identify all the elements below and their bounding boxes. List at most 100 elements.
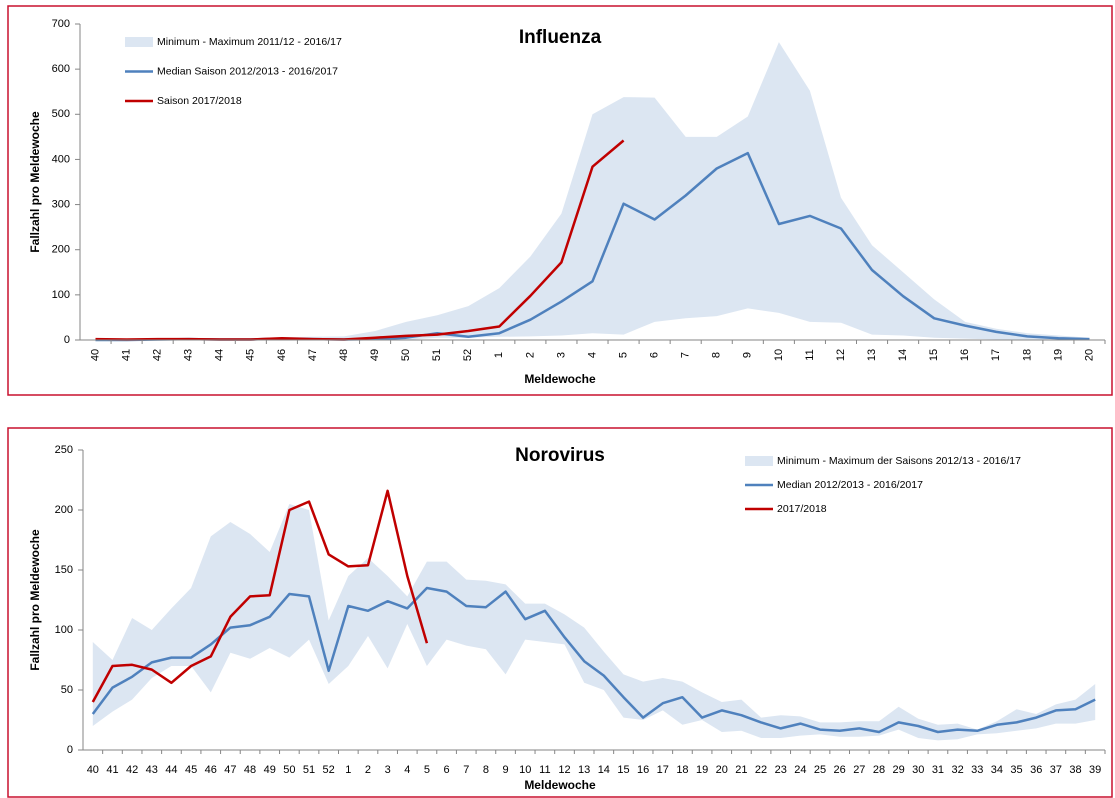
x-tick-label: 28 xyxy=(873,764,885,776)
x-tick-label: 51 xyxy=(431,349,443,361)
x-tick-label: 29 xyxy=(893,764,905,776)
x-tick-label: 46 xyxy=(276,349,288,361)
y-tick-label: 200 xyxy=(55,504,73,516)
x-tick-label: 3 xyxy=(555,352,567,358)
x-tick-label: 40 xyxy=(89,349,101,361)
x-tick-label: 14 xyxy=(897,349,909,361)
x-tick-label: 44 xyxy=(165,764,177,776)
x-tick-label: 13 xyxy=(866,349,878,361)
x-tick-label: 46 xyxy=(205,764,217,776)
legend-label: Saison 2017/2018 xyxy=(157,95,242,107)
series-line xyxy=(95,139,625,341)
x-tick-label: 2 xyxy=(365,764,371,776)
x-tick-label: 1 xyxy=(493,352,505,358)
x-tick-label: 10 xyxy=(773,349,785,361)
x-tick-label: 17 xyxy=(990,349,1002,361)
legend-label: Minimum - Maximum der Saisons 2012/13 - … xyxy=(777,455,1021,467)
x-tick-label: 15 xyxy=(617,764,629,776)
x-tick-label: 38 xyxy=(1069,764,1081,776)
x-tick-label: 6 xyxy=(444,764,450,776)
x-tick-label: 9 xyxy=(742,352,754,358)
x-tick-label: 34 xyxy=(991,764,1003,776)
y-tick-label: 150 xyxy=(55,564,73,576)
x-tick-label: 16 xyxy=(637,764,649,776)
x-tick-label: 8 xyxy=(711,352,723,358)
x-tick-label: 39 xyxy=(1089,764,1101,776)
x-tick-label: 32 xyxy=(951,764,963,776)
y-tick-label: 100 xyxy=(52,289,70,301)
x-tick-label: 19 xyxy=(1052,349,1064,361)
y-axis-label: Fallzahl pro Meldewoche xyxy=(28,529,42,671)
x-tick-label: 14 xyxy=(598,764,610,776)
x-tick-label: 31 xyxy=(932,764,944,776)
x-tick-label: 49 xyxy=(264,764,276,776)
x-tick-label: 42 xyxy=(152,349,164,361)
series-line xyxy=(91,489,429,703)
y-tick-label: 100 xyxy=(55,624,73,636)
x-tick-label: 41 xyxy=(120,349,132,361)
x-tick-label: 52 xyxy=(462,349,474,361)
x-tick-label: 44 xyxy=(214,349,226,361)
legend-label: Median 2012/2013 - 2016/2017 xyxy=(777,479,923,491)
x-tick-label: 20 xyxy=(1083,349,1095,361)
chart-title: Influenza xyxy=(519,27,602,48)
x-tick-label: 21 xyxy=(735,764,747,776)
x-tick-label: 50 xyxy=(400,349,412,361)
x-tick-label: 49 xyxy=(369,349,381,361)
x-tick-label: 16 xyxy=(959,349,971,361)
x-tick-label: 45 xyxy=(185,764,197,776)
x-tick-label: 7 xyxy=(680,352,692,358)
x-tick-label: 42 xyxy=(126,764,138,776)
y-tick-label: 0 xyxy=(64,334,70,346)
x-tick-label: 1 xyxy=(345,764,351,776)
range-band xyxy=(92,504,1096,741)
y-tick-label: 250 xyxy=(55,444,73,456)
x-tick-label: 3 xyxy=(385,764,391,776)
x-tick-label: 18 xyxy=(676,764,688,776)
x-tick-label: 36 xyxy=(1030,764,1042,776)
x-tick-label: 7 xyxy=(463,764,469,776)
x-tick-label: 5 xyxy=(424,764,430,776)
y-axis-label: Fallzahl pro Meldewoche xyxy=(28,111,42,253)
x-tick-label: 12 xyxy=(558,764,570,776)
x-tick-label: 22 xyxy=(755,764,767,776)
chart-border xyxy=(7,427,1113,798)
legend-swatch xyxy=(125,37,153,47)
x-tick-label: 5 xyxy=(617,352,629,358)
chart-title: Norovirus xyxy=(515,445,605,466)
x-tick-label: 15 xyxy=(928,349,940,361)
y-tick-label: 700 xyxy=(52,18,70,30)
legend-label: 2017/2018 xyxy=(777,503,827,515)
x-tick-label: 2 xyxy=(524,352,536,358)
y-tick-label: 0 xyxy=(67,744,73,756)
x-tick-label: 35 xyxy=(1010,764,1022,776)
x-tick-label: 8 xyxy=(483,764,489,776)
series-line xyxy=(91,586,1096,734)
x-tick-label: 19 xyxy=(696,764,708,776)
x-tick-label: 51 xyxy=(303,764,315,776)
x-tick-label: 18 xyxy=(1021,349,1033,361)
x-tick-label: 47 xyxy=(224,764,236,776)
y-tick-label: 600 xyxy=(52,63,70,75)
x-tick-label: 48 xyxy=(244,764,256,776)
x-tick-label: 41 xyxy=(106,764,118,776)
x-tick-label: 33 xyxy=(971,764,983,776)
legend-label: Median Saison 2012/2013 - 2016/2017 xyxy=(157,65,338,77)
x-tick-label: 11 xyxy=(804,349,816,360)
y-tick-label: 500 xyxy=(52,108,70,120)
legend-label: Minimum - Maximum 2011/12 - 2016/17 xyxy=(157,36,342,48)
x-tick-label: 43 xyxy=(183,349,195,361)
x-axis-label: Meldewoche xyxy=(524,778,596,792)
x-tick-label: 47 xyxy=(307,349,319,361)
x-tick-label: 4 xyxy=(404,764,410,776)
x-tick-label: 26 xyxy=(834,764,846,776)
x-tick-label: 10 xyxy=(519,764,531,776)
x-tick-label: 27 xyxy=(853,764,865,776)
x-tick-label: 48 xyxy=(338,349,350,361)
y-tick-label: 50 xyxy=(61,684,73,696)
x-tick-label: 17 xyxy=(657,764,669,776)
y-tick-label: 300 xyxy=(52,198,70,210)
x-tick-label: 11 xyxy=(539,764,550,776)
x-tick-label: 45 xyxy=(245,349,257,361)
x-tick-label: 4 xyxy=(586,352,598,358)
